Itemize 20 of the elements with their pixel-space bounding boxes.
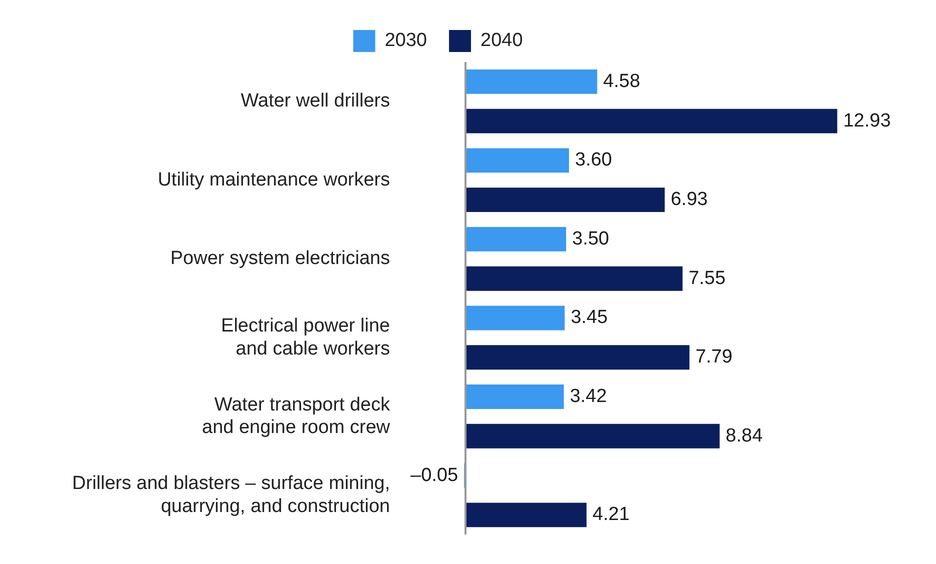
data-label: 3.60 — [575, 150, 612, 171]
data-label: 4.21 — [592, 504, 630, 526]
data-label: 3.50 — [572, 228, 610, 250]
data-label: 4.58 — [603, 70, 640, 92]
y-tick-label: Power system electricians — [170, 248, 390, 270]
data-label: 3.42 — [570, 386, 607, 407]
data-label: 7.55 — [688, 268, 726, 289]
legend-label: 2040 — [480, 30, 523, 52]
data-label: 7.79 — [695, 346, 732, 368]
y-tick-label: Water well drillers — [240, 90, 390, 112]
y-tick-label: Drillers and blasters – surface mining, quarrying, and construction — [72, 473, 390, 517]
data-label: –0.05 — [410, 464, 458, 486]
data-label: 6.93 — [670, 189, 708, 210]
y-tick-label: Electrical power line and cable workers — [221, 316, 390, 360]
data-label: 3.45 — [570, 307, 608, 328]
y-tick-label: Water transport deck and engine room crew — [202, 394, 390, 438]
data-label: 12.93 — [843, 110, 891, 132]
legend-label: 2030 — [384, 30, 428, 52]
data-label: 8.84 — [726, 425, 764, 446]
y-tick-label: Utility maintenance workers — [158, 169, 390, 190]
